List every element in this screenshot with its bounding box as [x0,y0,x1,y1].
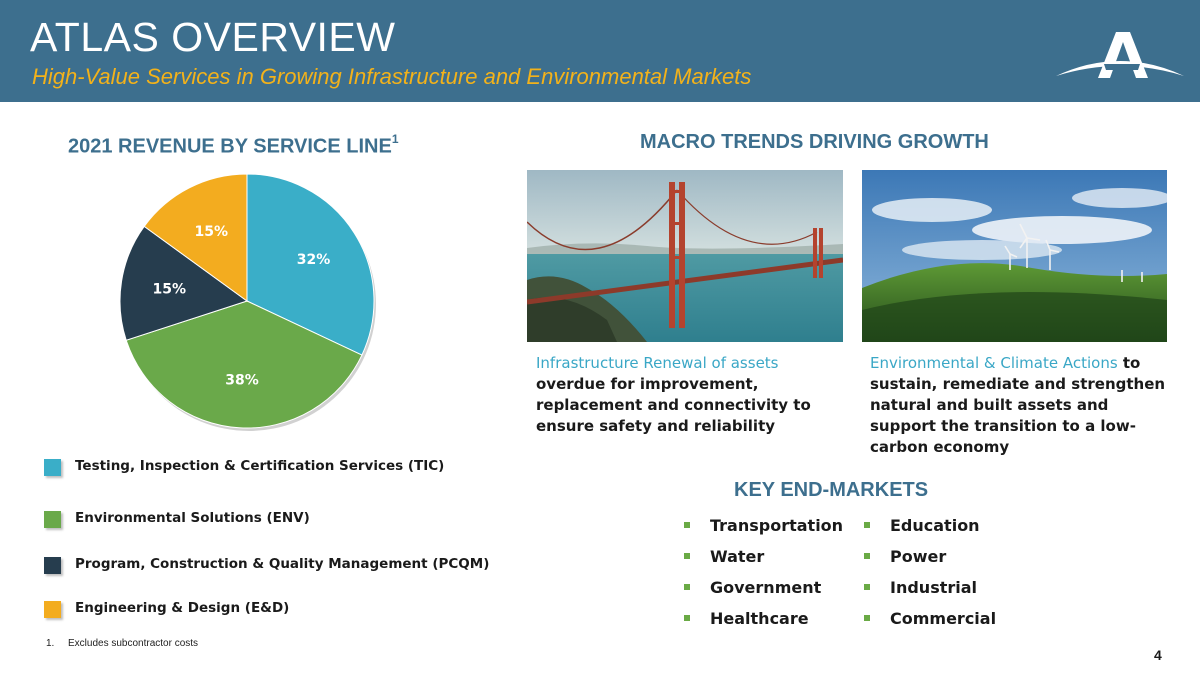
list-item: Government [684,578,821,597]
infrastructure-trend-text: Infrastructure Renewal of assets overdue… [536,353,836,437]
bullet-icon [864,553,870,559]
revenue-pie-chart: 32% 38% 15% 15% [119,173,376,431]
environmental-trend-text: Environmental & Climate Actions to susta… [870,353,1170,458]
list-item: Industrial [864,578,977,597]
legend-swatch [44,511,61,528]
bullet-icon [864,615,870,621]
list-item: Commercial [864,609,996,628]
legend-item-env: Environmental Solutions (ENV) [44,508,514,532]
atlas-logo-icon [1056,32,1184,78]
legend-label: Engineering & Design (E&D) [75,600,290,616]
page-title: ATLAS OVERVIEW [30,14,396,60]
list-item: Water [684,547,764,566]
pie-slice-pcqm [119,225,249,341]
legend-swatch [44,601,61,618]
footnote-number: 1. [46,638,55,649]
bullet-icon [864,584,870,590]
pie-label-pcqm: 15% [152,282,186,298]
bullet-icon [684,522,690,528]
legend-label: Environmental Solutions (ENV) [75,510,310,526]
footnote-text: Excludes subcontractor costs [68,638,199,649]
footnote: 1. Excludes subcontractor costs [46,638,198,649]
bullet-icon [684,615,690,621]
list-item: Healthcare [684,609,809,628]
pie-label-env: 38% [225,373,259,389]
legend-swatch [44,557,61,574]
list-item: Education [864,516,980,535]
pie-slice-tic [246,173,375,356]
legend-item-tic: Testing, Inspection & Certification Serv… [44,456,514,480]
environmental-accent: Environmental & Climate Actions [870,354,1118,372]
infrastructure-body: overdue for improvement, replacement and… [536,375,811,435]
end-markets-list: Transportation Education Water Power Gov… [684,514,1024,640]
bullet-icon [864,522,870,528]
page-subtitle: High-Value Services in Growing Infrastru… [32,64,752,89]
list-item: Transportation [684,516,843,535]
legend-label: Testing, Inspection & Certification Serv… [75,458,445,474]
bridge-photo [527,170,843,342]
pie-label-ed: 15% [194,224,228,240]
legend-label: Program, Construction & Quality Manageme… [75,556,490,572]
pie-label-tic: 32% [297,252,331,268]
macro-trends-heading: MACRO TRENDS DRIVING GROWTH [640,131,989,153]
end-markets-heading: KEY END-MARKETS [734,479,929,501]
bullet-icon [684,553,690,559]
wind-turbines-photo [862,170,1167,342]
environmental-body: to sustain, remediate and strengthen nat… [870,354,1166,456]
pie-slice-ed [143,173,248,302]
revenue-heading: 2021 REVENUE BY SERVICE LINE1 [68,132,399,158]
pie-slice-env [125,300,363,429]
page-number: 4 [1154,647,1162,663]
infrastructure-accent: Infrastructure Renewal of assets [536,354,779,372]
bullet-icon [684,584,690,590]
list-item: Power [864,547,946,566]
header-bar: ATLAS OVERVIEW High-Value Services in Gr… [0,0,1200,102]
legend-item-ed: Engineering & Design (E&D) [44,598,514,622]
legend-swatch [44,459,61,476]
legend-item-pcqm: Program, Construction & Quality Manageme… [44,554,514,578]
